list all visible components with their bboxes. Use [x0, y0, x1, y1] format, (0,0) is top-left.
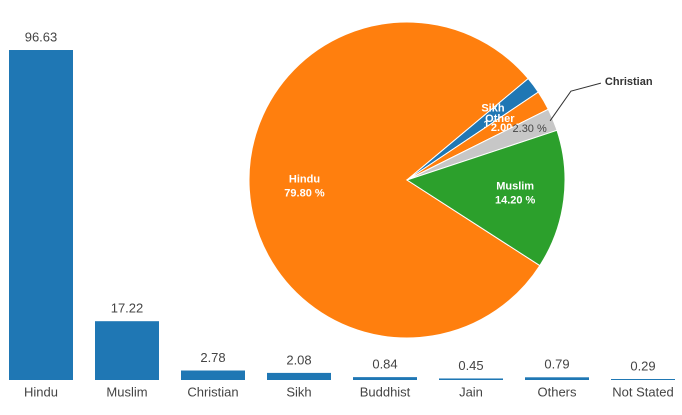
leader-line	[549, 82, 602, 122]
bar	[9, 50, 73, 381]
bar-value-label: 0.79	[544, 357, 569, 372]
x-tick-label: Hindu	[24, 384, 58, 399]
pie-slice	[248, 21, 541, 339]
bar	[353, 377, 417, 380]
bar	[181, 370, 245, 380]
x-tick-label: Buddhist	[360, 384, 411, 399]
bar	[525, 377, 589, 380]
pie-label-name: Christian	[605, 76, 653, 88]
bar-value-label: 96.63	[25, 29, 58, 44]
bar-value-label: 2.08	[286, 352, 311, 367]
pie-label-name: Sikh	[481, 102, 505, 114]
pie-label-name: Muslim	[496, 181, 534, 193]
bar-value-label: 0.29	[630, 358, 655, 373]
pie-slice	[405, 129, 566, 267]
pie-value-label: 14.20 %	[495, 195, 536, 207]
x-tick-label: Muslim	[106, 384, 147, 399]
bar	[267, 372, 331, 380]
x-tick-label: Jain	[459, 384, 483, 399]
bar-value-label: 17.22	[111, 301, 144, 316]
pie-value-label: 2.30 %	[513, 123, 547, 135]
pie-label-name: Hindu	[289, 173, 320, 185]
bar	[439, 378, 503, 380]
x-tick-label: Christian	[187, 384, 238, 399]
bar-value-label: 0.45	[458, 358, 483, 373]
x-tick-label: Not Stated	[612, 384, 673, 399]
x-tick-label: Others	[537, 384, 577, 399]
bar	[611, 379, 675, 380]
bar-value-label: 0.84	[372, 357, 397, 372]
x-tick-label: Sikh	[286, 384, 311, 399]
bar	[95, 321, 159, 380]
bar-value-label: 2.78	[200, 350, 225, 365]
pie-label-name: Other	[485, 113, 515, 125]
pie-value-label: 79.80 %	[284, 187, 325, 199]
